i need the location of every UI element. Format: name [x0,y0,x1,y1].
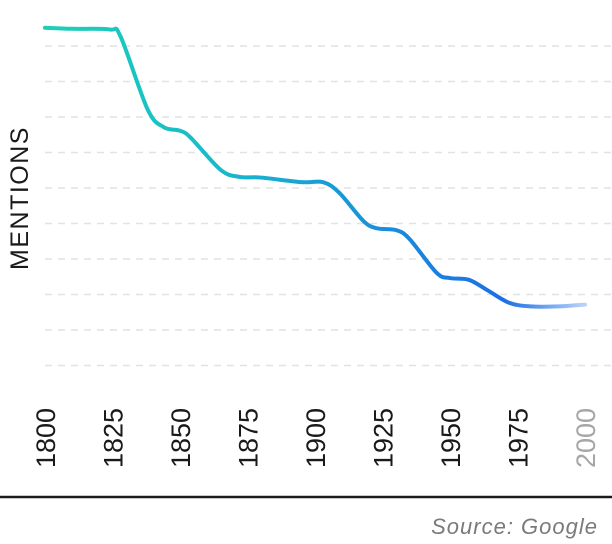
x-tick-label: 1875 [234,408,264,468]
x-tick-label: 1925 [369,408,399,468]
x-tick-labels: 1800 1825 1850 1875 1900 1925 1950 1975 2000 [31,408,601,468]
x-tick-label: 1950 [436,408,466,468]
gridlines [45,45,612,367]
x-tick-label: 1800 [31,408,61,468]
x-tick-label: 2000 [571,408,601,468]
x-tick-label: 1900 [301,408,331,468]
source-caption: Source: Google [431,514,598,539]
x-tick-label: 1975 [504,408,534,468]
x-tick-label: 1825 [99,408,129,468]
series-line-0 [43,25,587,309]
y-axis-label: MENTIONS [6,126,34,270]
series-layer [43,25,587,309]
chart: 1800 1825 1850 1875 1900 1925 1950 1975 2000 MEN… [0,25,612,499]
x-tick-label: 1850 [166,408,196,468]
